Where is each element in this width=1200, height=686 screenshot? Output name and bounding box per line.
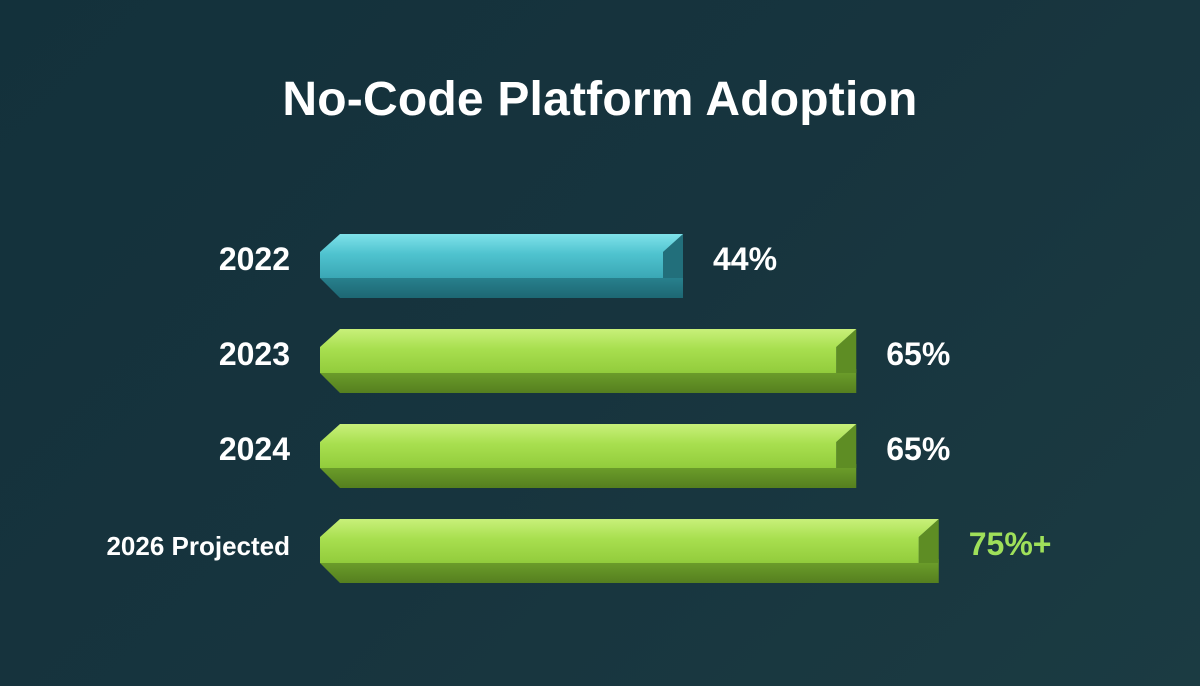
chart-title: No-Code Platform Adoption xyxy=(282,73,918,126)
bar-top-face xyxy=(320,234,683,278)
value-label: 65% xyxy=(886,336,950,372)
bar-top-face xyxy=(320,519,939,563)
bar-top-face xyxy=(320,424,857,468)
bar-top-face xyxy=(320,329,857,373)
bar-bottom-face xyxy=(320,559,939,583)
bar-bottom-face xyxy=(320,369,857,393)
value-label: 75%+ xyxy=(969,526,1052,562)
category-label: 2022 xyxy=(219,241,290,277)
value-label: 65% xyxy=(886,431,950,467)
category-label: 2023 xyxy=(219,336,290,372)
bar-2023 xyxy=(320,329,857,393)
bar-bottom-face xyxy=(320,464,857,488)
bar-2022 xyxy=(320,234,683,298)
category-label: 2024 xyxy=(219,431,290,467)
bar-side-face xyxy=(918,519,939,563)
bar-2026-projected xyxy=(320,519,939,583)
value-label: 44% xyxy=(713,241,777,277)
bar-bottom-face xyxy=(320,274,683,298)
bar-side-face xyxy=(663,234,683,278)
bar-2024 xyxy=(320,424,857,488)
category-label: 2026 Projected xyxy=(106,531,290,561)
bar-side-face xyxy=(836,424,857,468)
bar-side-face xyxy=(836,329,857,373)
